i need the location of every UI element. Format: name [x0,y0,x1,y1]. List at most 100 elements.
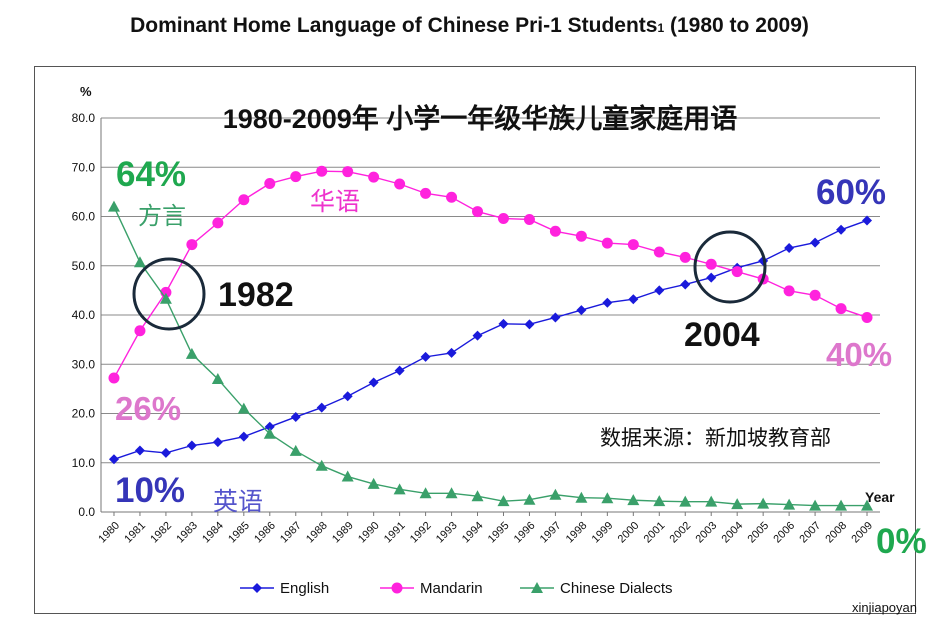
data-point [237,402,250,414]
data-point [420,351,431,362]
x-tick-label: 2007 [797,520,823,546]
data-point [133,256,146,268]
x-tick-label: 1996 [512,520,538,546]
x-tick-label: 2009 [849,520,875,546]
y-tick-label: 70.0 [72,160,96,174]
data-point [394,178,406,190]
data-point [627,494,640,506]
x-tick-label: 1990 [356,520,382,546]
x-tick-label: 1984 [200,520,226,546]
dialect-end-label: 0% [876,522,927,561]
data-point [472,330,483,341]
data-point [420,187,432,199]
data-point [159,292,172,304]
data-point [134,325,146,337]
crossover-label-1982: 1982 [218,276,294,314]
x-tick-label: 1988 [304,520,330,546]
data-point [861,311,873,323]
y-tick-label: 60.0 [72,210,96,224]
x-tick-label: 1980 [96,520,122,546]
data-point [263,427,276,439]
x-tick-label: 1983 [174,520,200,546]
data-point [252,583,262,593]
data-point [705,258,717,270]
data-point [108,454,119,465]
x-axis-label: Year [865,489,895,505]
x-tick-label: 2000 [616,520,642,546]
data-point [446,347,457,358]
y-tick-label: 50.0 [72,259,96,273]
x-tick-label: 2006 [771,520,797,546]
data-point [679,495,692,507]
data-point [784,243,795,254]
x-tick-label: 1999 [590,520,616,546]
data-point [393,483,406,495]
data-point [498,318,509,329]
data-point [550,312,561,323]
x-tick-label: 1992 [408,520,434,546]
data-point [783,498,796,510]
data-point [264,178,276,190]
data-point [341,470,354,482]
inner-chart-title: 1980-2009年 小学一年级华族儿童家庭用语 [223,103,738,134]
data-point [211,373,224,385]
data-point [342,391,353,402]
legend-label: Mandarin [420,580,483,597]
x-tick-label: 1989 [330,520,356,546]
data-point [575,491,588,503]
page-title: Dominant Home Language of Chinese Pri-1 … [0,14,939,38]
data-point [160,447,171,458]
data-point [316,165,328,177]
y-tick-label: 20.0 [72,407,96,421]
x-tick-label: 2001 [642,520,668,546]
y-axis-label: % [80,84,92,99]
y-tick-label: 30.0 [72,357,96,371]
x-tick-label: 1993 [434,520,460,546]
data-point [212,217,224,229]
data-point [680,279,691,290]
legend-item: Mandarin [380,580,483,597]
data-point [391,582,403,594]
data-point [108,372,120,384]
data-point [757,497,770,509]
credit-text: xinjiapoyan [851,600,917,615]
english-label: 英语 [213,488,263,516]
data-point [524,319,535,330]
dialect-label: 方言 [138,203,186,230]
data-point [107,200,120,212]
x-tick-label: 1991 [382,520,408,546]
data-point [549,225,561,237]
x-tick-label: 2008 [823,520,849,546]
data-point [212,437,223,448]
data-point [653,246,665,258]
english-start-label: 10% [115,471,185,510]
data-point [783,285,795,297]
data-point [497,495,510,507]
data-point [602,297,613,308]
title-main: Dominant Home Language of Chinese Pri-1 … [130,14,658,37]
data-point [601,492,614,504]
data-point [471,490,484,502]
data-point [264,421,275,432]
data-point [316,402,327,413]
data-point [731,266,743,278]
data-point [186,440,197,451]
data-point [186,239,198,251]
chart-frame [34,66,916,614]
data-point [705,495,718,507]
x-tick-label: 1987 [278,520,304,546]
data-point [368,171,380,183]
title-footnote: 1 [657,21,665,35]
english-end-label: 60% [816,173,886,212]
x-tick-label: 1995 [486,520,512,546]
data-point [601,237,613,249]
y-tick-label: 80.0 [72,111,96,125]
data-point [394,365,405,376]
x-tick-label: 1982 [148,520,174,546]
data-point [836,224,847,235]
data-point [342,166,354,178]
data-point [367,477,380,489]
legend: English Mandarin Chinese Dialects [240,580,673,597]
data-point [290,411,301,422]
